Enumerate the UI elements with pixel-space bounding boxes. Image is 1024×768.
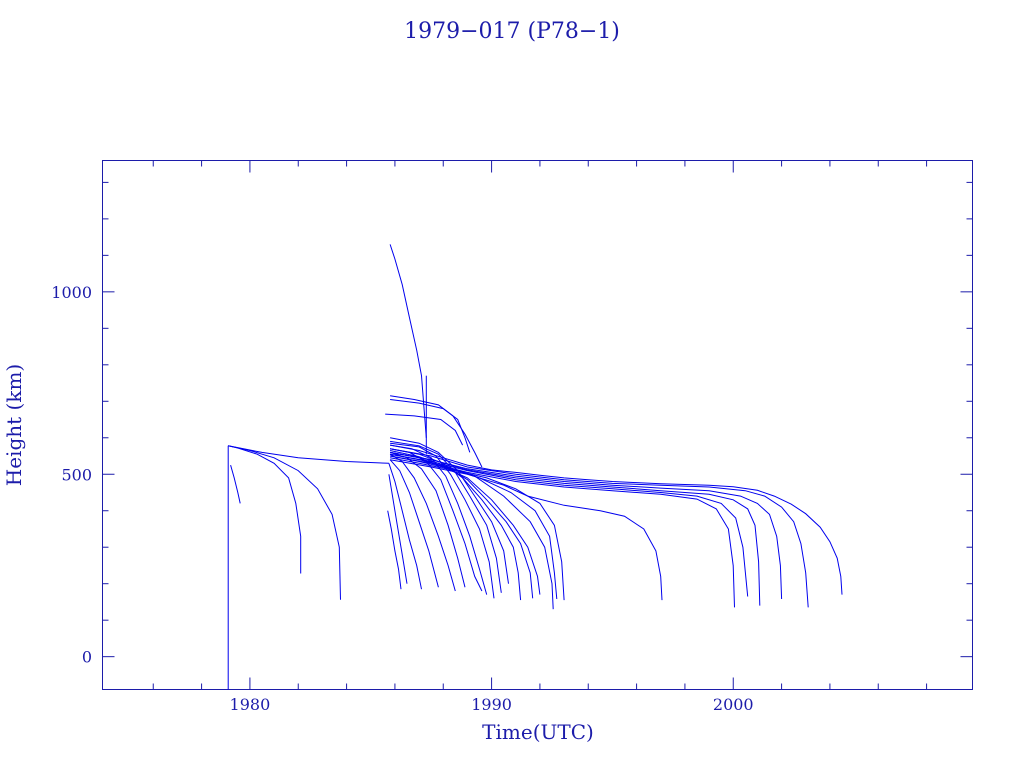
debris-trace-5 <box>230 464 241 504</box>
debris-trace-19 <box>390 455 558 600</box>
y-axis-label: Height (km) <box>2 364 26 486</box>
y-tick-label: 500 <box>61 465 92 484</box>
debris-trace-2 <box>228 445 389 464</box>
debris-trace-12 <box>390 448 809 608</box>
debris-trace-13 <box>390 451 783 600</box>
debris-trace-11 <box>390 444 843 595</box>
debris-trace-14 <box>390 451 761 606</box>
debris-trace-29 <box>389 451 466 588</box>
chart-title: 1979−017 (P78−1) <box>404 19 620 44</box>
debris-trace-31 <box>389 459 439 588</box>
debris-trace-25 <box>390 440 502 593</box>
debris-trace-22 <box>389 450 534 599</box>
axis-ticks <box>102 160 973 690</box>
debris-trace-17 <box>390 459 663 601</box>
tick-labels: 1980 1990 2000 0 500 1000 <box>51 283 753 714</box>
debris-trace-30 <box>389 453 456 592</box>
debris-trace-34 <box>387 510 402 590</box>
debris-trace-15 <box>390 453 749 597</box>
debris-trace-24 <box>390 437 509 584</box>
plot-frame <box>102 160 973 690</box>
debris-trace-20 <box>390 453 554 610</box>
debris-trace-9 <box>390 399 471 453</box>
debris-trace-23 <box>390 448 522 601</box>
y-tick-label: 1000 <box>51 283 92 302</box>
debris-trace-18 <box>390 457 565 601</box>
debris-trace-28 <box>390 448 483 592</box>
debris-trace-32 <box>388 463 422 590</box>
debris-trace-10 <box>385 413 464 446</box>
x-axis-label: Time(UTC) <box>482 720 594 744</box>
debris-trace-33 <box>388 474 408 584</box>
debris-trace-4 <box>228 445 341 600</box>
x-tick-label: 1980 <box>230 695 271 714</box>
debris-trace-6 <box>389 244 427 438</box>
debris-trace-21 <box>390 451 541 595</box>
x-tick-label: 1990 <box>471 695 512 714</box>
y-tick-label: 0 <box>82 648 92 667</box>
debris-trace-16 <box>390 455 735 608</box>
debris-trace-26 <box>390 442 495 599</box>
debris-trace-3 <box>228 445 302 574</box>
x-tick-label: 2000 <box>713 695 754 714</box>
debris-trace-27 <box>390 444 488 595</box>
data-traces <box>227 244 843 690</box>
